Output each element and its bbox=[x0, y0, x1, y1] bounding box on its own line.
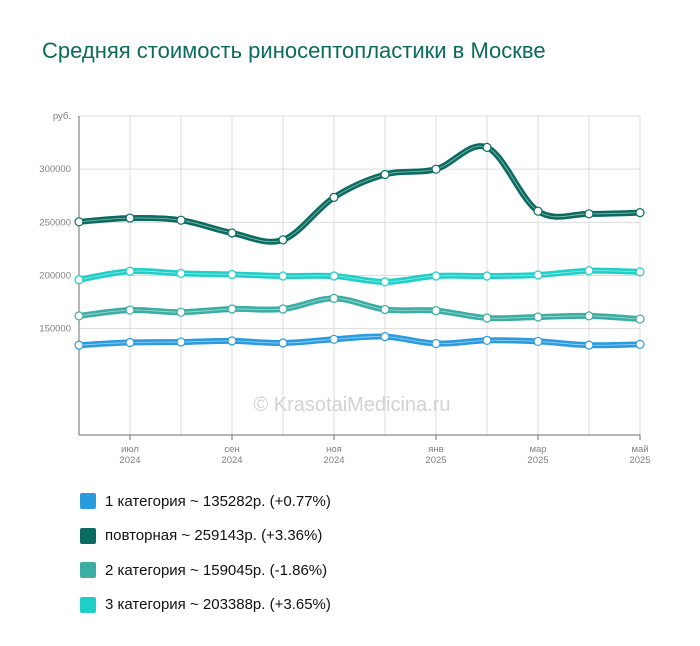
y-tick-label: 200000 bbox=[39, 271, 71, 282]
data-point[interactable] bbox=[584, 340, 594, 350]
data-point[interactable] bbox=[482, 271, 492, 281]
watermark: © KrasotaiMedicina.ru bbox=[253, 394, 450, 416]
data-point[interactable] bbox=[533, 206, 543, 216]
data-point[interactable] bbox=[227, 336, 237, 346]
x-tick-label-month: июл bbox=[121, 444, 139, 455]
data-point[interactable] bbox=[431, 271, 441, 281]
x-tick-label-month: мар bbox=[529, 444, 546, 455]
series-line bbox=[76, 295, 643, 323]
data-point[interactable] bbox=[584, 311, 594, 321]
legend-label: 1 категория ~ 135282р. (+0.77%) bbox=[105, 492, 331, 510]
data-point[interactable] bbox=[227, 269, 237, 280]
data-point[interactable] bbox=[380, 277, 390, 287]
data-point[interactable] bbox=[431, 338, 441, 349]
series-2 bbox=[74, 142, 645, 245]
data-point[interactable] bbox=[584, 209, 594, 219]
series-3 bbox=[74, 293, 645, 324]
data-point[interactable] bbox=[278, 235, 288, 245]
series-1 bbox=[74, 332, 645, 350]
data-point[interactable] bbox=[278, 338, 288, 348]
data-point[interactable] bbox=[431, 305, 441, 316]
data-point[interactable] bbox=[380, 332, 390, 342]
legend-item-2[interactable]: повторная ~ 259143р. (+3.36%) bbox=[80, 519, 331, 554]
data-point[interactable] bbox=[482, 313, 492, 323]
x-tick-label-year: 2024 bbox=[323, 455, 344, 466]
data-point[interactable] bbox=[482, 335, 492, 345]
data-point[interactable] bbox=[74, 275, 84, 285]
data-point[interactable] bbox=[329, 192, 339, 202]
chart-title: Средняя стоимость риносептопластики в Мо… bbox=[42, 38, 546, 63]
data-point[interactable] bbox=[380, 304, 390, 315]
series-layer bbox=[74, 142, 645, 350]
data-point[interactable] bbox=[74, 340, 84, 350]
x-tick-label-year: 2024 bbox=[119, 455, 140, 466]
x-tick-label-year: 2025 bbox=[527, 455, 548, 466]
data-point[interactable] bbox=[635, 208, 645, 218]
x-tick-label-year: 2025 bbox=[629, 455, 650, 466]
series-line bbox=[76, 143, 643, 245]
series-4 bbox=[74, 266, 645, 287]
series-line-highlight bbox=[78, 145, 641, 243]
data-point[interactable] bbox=[635, 314, 645, 324]
data-point[interactable] bbox=[329, 293, 339, 303]
data-point[interactable] bbox=[584, 266, 594, 276]
data-point[interactable] bbox=[74, 311, 84, 321]
y-tick-label: 300000 bbox=[39, 164, 71, 175]
data-point[interactable] bbox=[431, 164, 441, 174]
data-point[interactable] bbox=[329, 334, 339, 344]
legend-swatch bbox=[80, 562, 96, 579]
legend-swatch bbox=[80, 596, 96, 613]
x-tick-label-month: сен bbox=[224, 444, 239, 455]
legend-item-3[interactable]: 2 категория ~ 159045р. (-1.86%) bbox=[80, 553, 331, 588]
data-point[interactable] bbox=[533, 270, 543, 280]
x-tick-label-year: 2024 bbox=[221, 455, 242, 466]
x-tick-label-year: 2025 bbox=[425, 455, 446, 466]
data-point[interactable] bbox=[125, 213, 135, 223]
data-point[interactable] bbox=[533, 312, 543, 322]
data-point[interactable] bbox=[380, 169, 390, 180]
data-point[interactable] bbox=[329, 271, 339, 281]
axes: 150000200000250000300000руб.июл2024сен20… bbox=[39, 111, 650, 466]
y-axis-unit-label: руб. bbox=[53, 111, 71, 122]
x-tick-label-month: янв bbox=[428, 444, 443, 455]
data-point[interactable] bbox=[227, 228, 237, 238]
data-point[interactable] bbox=[635, 267, 645, 277]
legend-swatch bbox=[80, 527, 96, 544]
legend-label: повторная ~ 259143р. (+3.36%) bbox=[105, 527, 323, 545]
legend-label: 3 категория ~ 203388р. (+3.65%) bbox=[105, 596, 331, 614]
legend-item-1[interactable]: 1 категория ~ 135282р. (+0.77%) bbox=[80, 484, 331, 519]
data-point[interactable] bbox=[74, 217, 84, 227]
data-point[interactable] bbox=[125, 337, 135, 348]
legend-label: 2 категория ~ 159045р. (-1.86%) bbox=[105, 561, 328, 579]
data-point[interactable] bbox=[227, 304, 237, 314]
y-tick-label: 250000 bbox=[39, 217, 71, 228]
data-point[interactable] bbox=[635, 339, 645, 349]
legend-item-4[interactable]: 3 категория ~ 203388р. (+3.65%) bbox=[80, 588, 331, 623]
data-point[interactable] bbox=[125, 266, 135, 276]
data-point[interactable] bbox=[176, 215, 186, 225]
data-point[interactable] bbox=[125, 305, 135, 315]
legend-swatch bbox=[80, 493, 96, 510]
data-point[interactable] bbox=[176, 268, 186, 278]
x-tick-label-month: май bbox=[631, 444, 648, 455]
x-tick-label-month: ноя bbox=[326, 444, 342, 455]
y-tick-label: 150000 bbox=[39, 324, 71, 335]
data-point[interactable] bbox=[278, 304, 288, 314]
data-point[interactable] bbox=[482, 142, 492, 152]
data-point[interactable] bbox=[176, 307, 186, 317]
data-point[interactable] bbox=[533, 336, 543, 347]
series-line bbox=[76, 333, 643, 349]
data-point[interactable] bbox=[176, 337, 186, 347]
data-point[interactable] bbox=[278, 271, 288, 281]
legend: 1 категория ~ 135282р. (+0.77%) повторна… bbox=[80, 484, 331, 622]
